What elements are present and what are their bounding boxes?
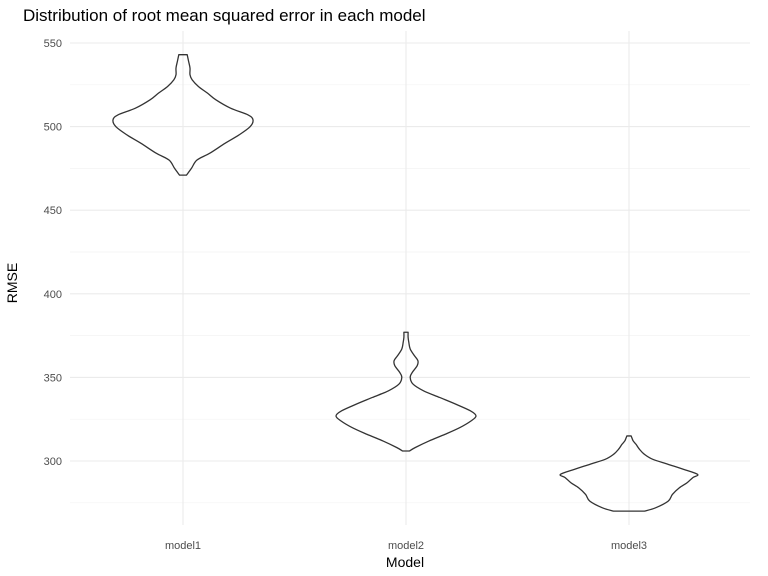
y-tick-label: 300 xyxy=(44,456,62,468)
x-tick-label-model1: model1 xyxy=(165,540,201,552)
x-tick-label-model3: model3 xyxy=(611,540,647,552)
chart-title: Distribution of root mean squared error … xyxy=(23,6,426,25)
violin-model3 xyxy=(559,435,699,512)
major-gridlines xyxy=(70,31,750,525)
x-axis-title: Model xyxy=(386,554,424,570)
y-tick-label: 550 xyxy=(44,38,62,50)
violin-model1 xyxy=(112,54,254,176)
y-tick-label: 500 xyxy=(44,122,62,134)
y-tick-label: 450 xyxy=(44,205,62,217)
x-tick-label-model2: model2 xyxy=(388,540,424,552)
y-tick-label: 400 xyxy=(44,289,62,301)
y-tick-label: 350 xyxy=(44,372,62,384)
violin-model2 xyxy=(335,331,477,452)
y-axis-ticks: 300 350 400 450 500 550 xyxy=(44,38,62,468)
violins xyxy=(112,54,699,512)
y-axis-title: RMSE xyxy=(4,263,20,303)
x-axis-ticks: model1 model2 model3 xyxy=(165,540,647,552)
